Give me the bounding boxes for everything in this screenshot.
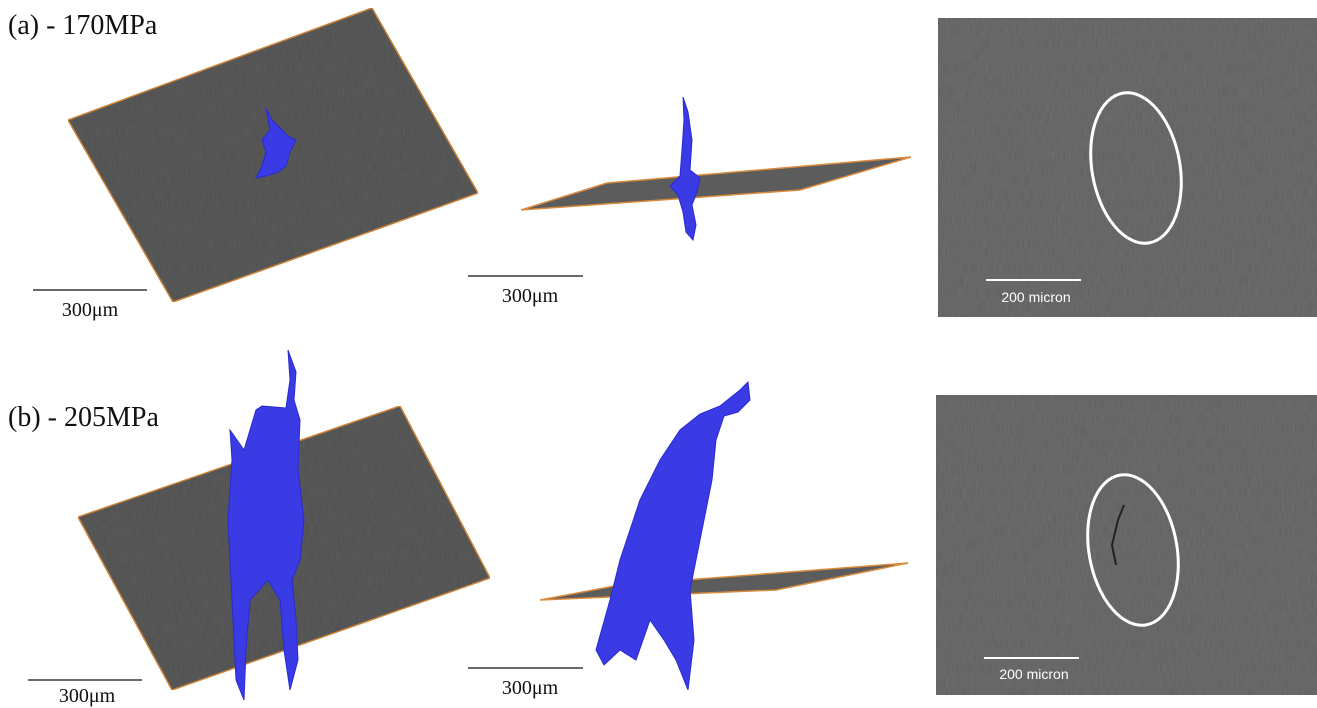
- scale-label: 200 micron: [1001, 289, 1070, 305]
- section-plane: [540, 563, 908, 600]
- crack: [596, 382, 750, 690]
- row-label: (b) - 205MPa: [8, 402, 159, 433]
- row-label: (a) - 170MPa: [8, 10, 158, 41]
- page: (a) - 170MPa 300μm 300μm 200 micron (b) …: [0, 0, 1317, 708]
- scale-label: 200 micron: [999, 666, 1068, 682]
- figure: (a) - 170MPa 300μm 300μm 200 micron (b) …: [0, 0, 1317, 708]
- scale-label: 300μm: [62, 299, 119, 321]
- scale-label: 300μm: [502, 285, 559, 307]
- scale-label: 300μm: [502, 677, 559, 699]
- micrograph: [936, 395, 1317, 695]
- micrograph: [938, 18, 1317, 317]
- scale-label: 300μm: [59, 685, 116, 707]
- section-plane: [521, 157, 911, 210]
- crack: [670, 97, 700, 240]
